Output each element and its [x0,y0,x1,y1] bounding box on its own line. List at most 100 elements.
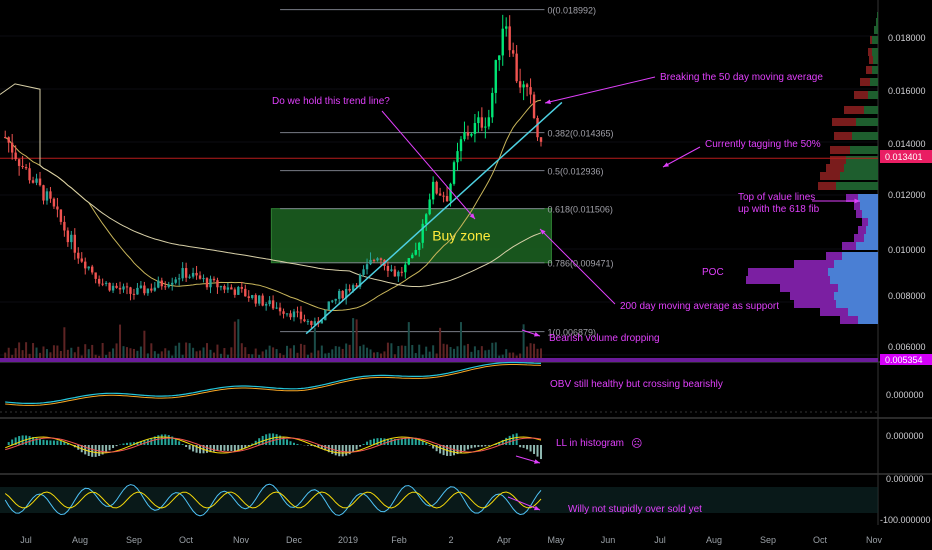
volume-bar [157,353,160,360]
macd-histogram-bar [501,439,504,445]
x-tick-label: Oct [813,535,828,545]
volume-bar [160,351,163,360]
profile-bar [860,202,878,210]
candle-body [438,193,442,196]
candle-body [372,259,376,261]
profile-bar [866,66,872,74]
candle-body [264,304,268,306]
volume-bar [414,353,417,360]
volume-bar [439,327,442,360]
volume-bar [254,348,257,360]
candle-body [254,295,257,304]
volume-bar [153,351,156,360]
macd-histogram-bar [466,445,469,450]
volume-bar [146,353,149,360]
candle-body [369,259,372,265]
candle-body [278,307,282,312]
fib-label: 1(0.006879) [547,328,596,338]
profile-bar [862,210,878,218]
candle-body [101,283,104,285]
macd-histogram-bar [101,445,104,455]
candle-body [344,288,348,299]
profile-bar [848,308,878,316]
volume-bar [119,324,122,360]
profile-bar [846,194,858,202]
candle-body [299,311,303,320]
macd-histogram-bar [407,437,410,445]
macd-histogram-bar [320,445,323,449]
volume-bar [355,319,358,360]
macd-histogram-bar [522,445,525,448]
macd-histogram-bar [129,442,132,445]
obv-signal-line [5,364,542,406]
macd-histogram-bar [11,439,14,445]
volume-bar [11,354,14,360]
volume-bar [279,353,282,360]
volume-bar [49,352,52,360]
volume-bar [494,342,497,360]
macd-histogram-bar [435,445,438,452]
volume-bar [192,347,195,360]
macd-signal-line [5,437,542,453]
x-tick-label: Aug [706,535,722,545]
annotation-text: Bearish volume dropping [549,333,660,344]
volume-bar [463,345,466,360]
x-tick-label: Oct [179,535,194,545]
profile-bar [838,284,878,292]
candle-body [52,198,56,207]
volume-bar [52,345,55,360]
macd-histogram-bar [21,435,24,445]
candle-body [143,285,146,294]
macd-histogram-bar [442,445,445,456]
volume-bars [0,318,878,362]
macd-histogram-bar [324,445,327,451]
volume-bar [56,345,59,360]
macd-histogram-bar [192,445,195,452]
volume-bar [265,349,268,360]
macd-histogram-bar [366,441,369,445]
candle-body [177,278,181,280]
macd-histogram-bar [160,434,163,445]
macd-histogram-bar [508,435,511,445]
candle-body [418,242,421,250]
macd-histogram-bar [42,439,45,445]
profile-bar [794,260,834,268]
macd-histogram-bar [244,445,247,449]
candle-body [296,311,299,313]
volume-bar [59,350,62,360]
fib-label: 0(0.018992) [547,6,596,16]
macd-histogram-bar [411,437,414,445]
candle-body [459,139,463,152]
annotation-arrow [662,146,701,168]
volume-bar [286,345,289,360]
macd-histogram-bar [178,441,181,445]
volume-bar [418,344,421,360]
volume-bar [233,321,236,360]
macd-histogram-bar [132,442,135,445]
candle-body [470,133,473,136]
obv-tick-label: 0.000000 [886,390,924,400]
candle-body [247,296,250,298]
annotations: Do we hold this trend line? Breaking the … [272,72,860,515]
macd-histogram-bar [254,440,257,445]
macd-histogram-bar [212,445,215,452]
macd-histogram-bar [473,445,476,448]
volume-bar [80,355,83,360]
candle-body [31,180,35,183]
macd-histogram-bar [477,445,480,447]
volume-bar [362,344,365,360]
macd-histogram-bar [56,440,59,445]
macd-histogram-bar [247,445,250,447]
annotation-text: LL in histogram [556,438,624,449]
annotation-text: Do we hold this trend line? [272,96,390,107]
volume-bar [310,352,313,360]
macd-histogram-bar [352,445,355,453]
x-tick-label: 2 [448,535,453,545]
x-tick-label: Jul [654,535,666,545]
candle-body [431,181,435,200]
volume-bar [87,349,90,360]
candle-body [414,249,417,255]
annotation-text: up with the 618 fib [738,204,820,215]
volume-bar [359,346,362,360]
